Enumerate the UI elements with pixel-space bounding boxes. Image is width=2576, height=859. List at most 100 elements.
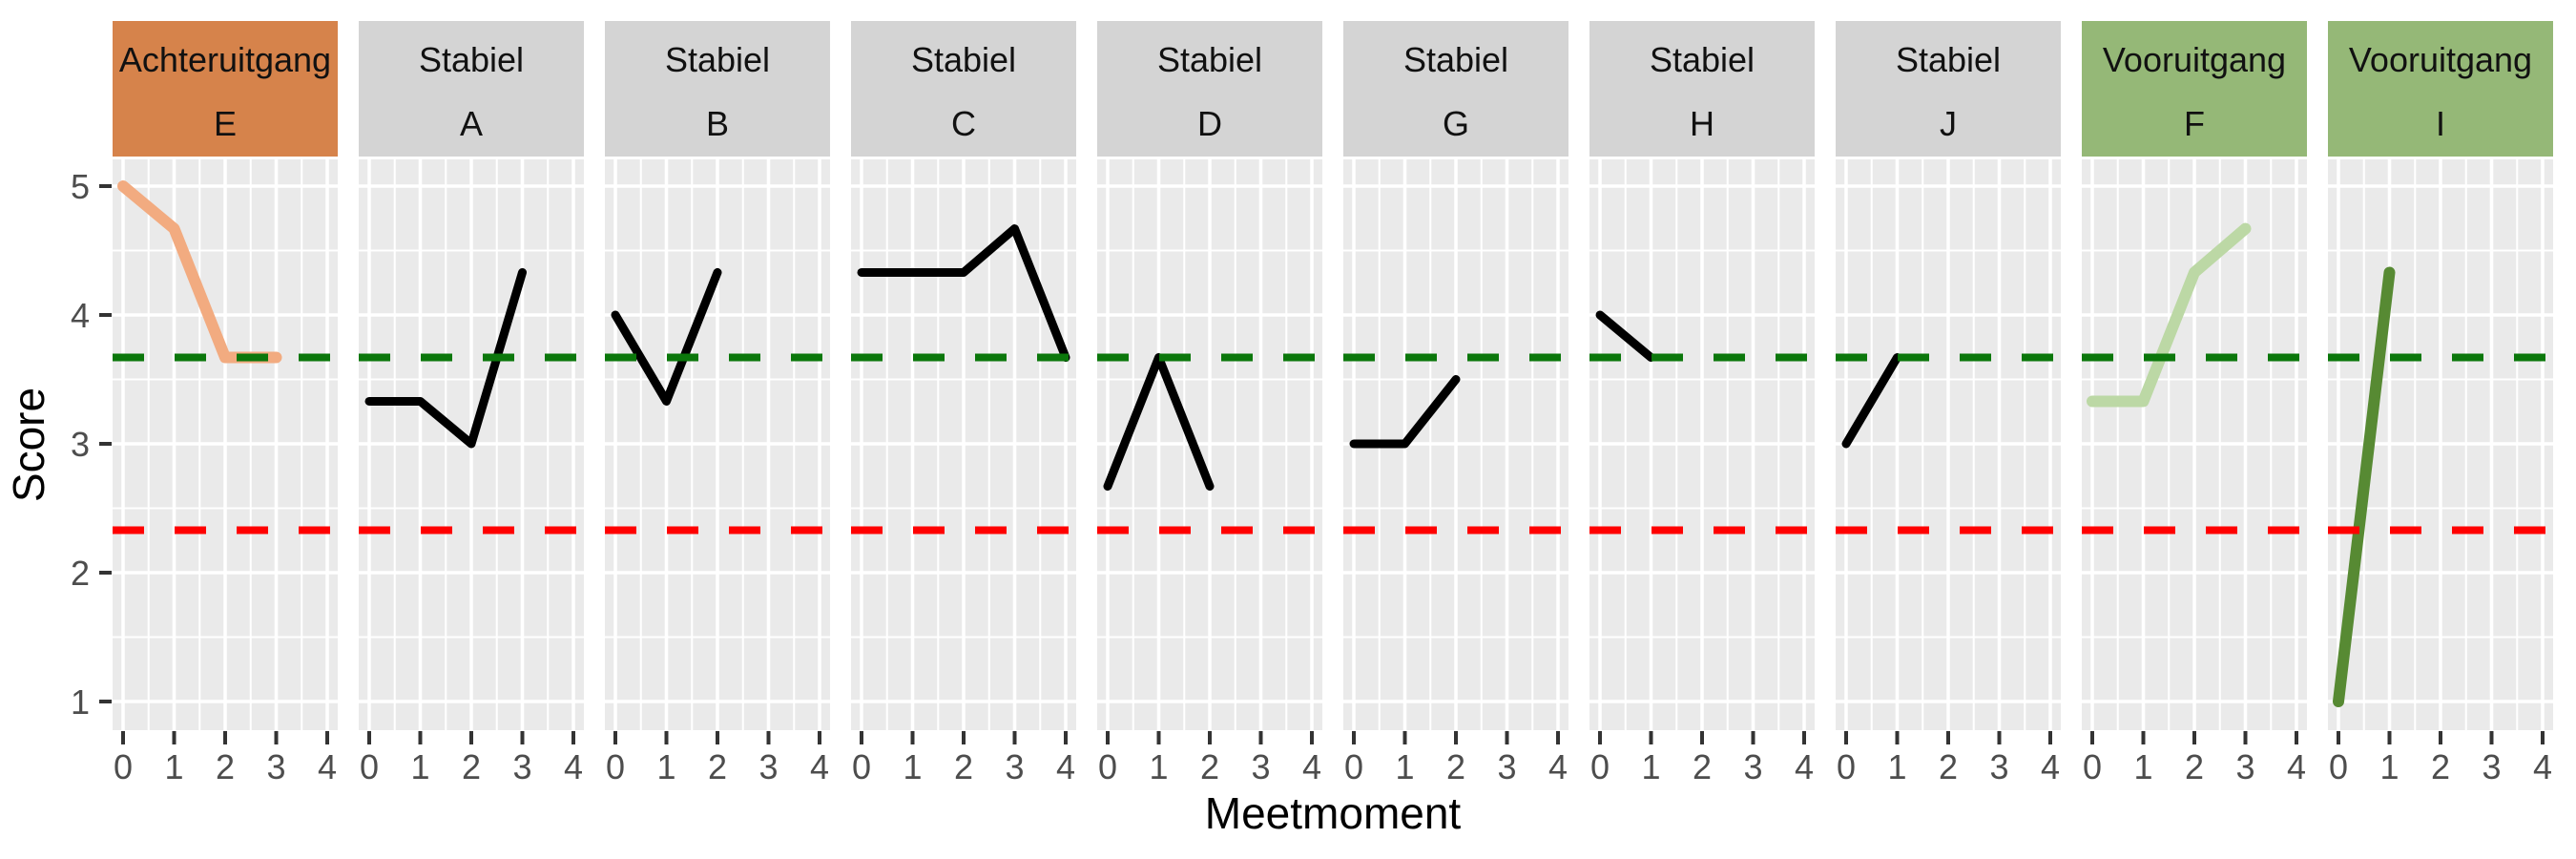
gridlines <box>2082 159 2307 730</box>
x-tick-label: 4 <box>1056 747 1075 786</box>
facet-strip-group-label: Stabiel <box>419 40 524 79</box>
x-tick-label: 4 <box>318 747 337 786</box>
facet-line-C <box>857 224 1070 363</box>
x-tick-label: 0 <box>1098 747 1117 786</box>
facet-strip-group-label: Stabiel <box>1157 40 1262 79</box>
facet-strip-group-label: Stabiel <box>1403 40 1508 79</box>
x-tick-label: 4 <box>2533 747 2552 786</box>
x-tick-label: 3 <box>1251 747 1270 786</box>
y-tick-label: 5 <box>71 167 90 206</box>
facet-strip-id-label: A <box>460 104 483 143</box>
x-tick-label: 0 <box>1344 747 1363 786</box>
x-tick-label: 0 <box>606 747 625 786</box>
facet-panel-G: Stabiel G 0 1 2 3 4 <box>1343 21 1568 786</box>
x-axis-title: Meetmoment <box>1205 788 1462 838</box>
facet-strip-G <box>1343 21 1568 157</box>
facet-strip-id-label: I <box>2436 104 2445 143</box>
x-tick-label: 4 <box>810 747 829 786</box>
facet-panel-E: Achteruitgang E 0 1 2 3 4 <box>113 21 338 786</box>
facet-strip-id-label: C <box>951 104 976 143</box>
x-tick-label: 2 <box>462 747 481 786</box>
x-tick-label: 2 <box>2431 747 2450 786</box>
facet-strip-group-label: Vooruitgang <box>2349 40 2532 79</box>
x-tick-label: 1 <box>1887 747 1906 786</box>
x-tick-label: 2 <box>708 747 727 786</box>
x-tick-label: 4 <box>1795 747 1814 786</box>
facet-panel-F: Vooruitgang F 0 1 2 3 4 <box>2082 21 2307 786</box>
facet-strip-group-label: Vooruitgang <box>2103 40 2286 79</box>
facet-panel-C: Stabiel C 0 1 2 3 4 <box>851 21 1076 786</box>
x-tick-label: 3 <box>266 747 285 786</box>
facet-strip-group-label: Stabiel <box>665 40 770 79</box>
x-tick-label: 3 <box>1743 747 1762 786</box>
facet-strip-group-label: Achteruitgang <box>119 40 331 79</box>
facet-strip-group-label: Stabiel <box>1650 40 1755 79</box>
y-tick-label: 1 <box>71 682 90 722</box>
facet-strip-id-label: G <box>1443 104 1469 143</box>
x-tick-label: 0 <box>852 747 871 786</box>
facet-strip-H <box>1589 21 1815 157</box>
facet-strip-E <box>113 21 338 157</box>
x-tick-label: 2 <box>1693 747 1712 786</box>
x-tick-label: 1 <box>2133 747 2152 786</box>
facet-line-J <box>1841 353 1901 449</box>
gridlines <box>605 159 830 730</box>
x-tick-label: 1 <box>1149 747 1168 786</box>
x-tick-label: 0 <box>114 747 133 786</box>
facet-strip-id-label: D <box>1197 104 1222 143</box>
y-axis-title: Score <box>4 388 53 502</box>
x-tick-label: 1 <box>903 747 922 786</box>
x-tick-label: 2 <box>1446 747 1465 786</box>
y-tick-label: 4 <box>71 296 90 335</box>
x-tick-label: 1 <box>656 747 675 786</box>
facet-strip-id-label: H <box>1690 104 1714 143</box>
x-tick-label: 2 <box>2185 747 2204 786</box>
facet-strip-D <box>1097 21 1322 157</box>
facet-line-D <box>1103 353 1215 492</box>
y-tick-label: 2 <box>71 554 90 593</box>
facet-panel-D: Stabiel D 0 1 2 3 4 <box>1097 21 1322 786</box>
gridlines <box>113 159 338 730</box>
x-tick-label: 0 <box>360 747 379 786</box>
facet-line-F <box>2087 222 2252 408</box>
gridlines <box>851 159 1076 730</box>
facet-panel-A: Stabiel A 0 1 2 3 4 <box>359 21 584 786</box>
facet-strip-B <box>605 21 830 157</box>
facet-line-H <box>1595 310 1655 363</box>
x-tick-label: 1 <box>1395 747 1414 786</box>
x-tick-label: 0 <box>1590 747 1610 786</box>
gridlines <box>1097 159 1322 730</box>
facet-strip-group-label: Stabiel <box>1896 40 2001 79</box>
gridlines <box>2328 159 2553 730</box>
axes-layer: 1 2 3 4 5 <box>71 167 112 722</box>
x-tick-label: 3 <box>1989 747 2008 786</box>
facet-strip-id-label: F <box>2184 104 2205 143</box>
x-tick-label: 3 <box>1005 747 1024 786</box>
facet-panel-J: Stabiel J 0 1 2 3 4 <box>1836 21 2061 786</box>
x-tick-label: 4 <box>2041 747 2060 786</box>
facet-strip-F <box>2082 21 2307 157</box>
facet-panel-H: Stabiel H 0 1 2 3 4 <box>1589 21 1815 786</box>
x-tick-label: 4 <box>1548 747 1568 786</box>
x-tick-label: 2 <box>216 747 235 786</box>
x-tick-label: 1 <box>1641 747 1660 786</box>
facet-strip-A <box>359 21 584 157</box>
x-tick-label: 1 <box>410 747 429 786</box>
x-tick-label: 4 <box>1302 747 1321 786</box>
x-tick-label: 4 <box>2287 747 2306 786</box>
facet-line-G <box>1349 375 1461 449</box>
facet-line-B <box>611 267 722 406</box>
x-tick-label: 0 <box>1837 747 1856 786</box>
facet-line-I <box>2333 266 2396 707</box>
x-tick-label: 3 <box>2482 747 2501 786</box>
x-tick-label: 3 <box>1497 747 1516 786</box>
x-tick-label: 4 <box>564 747 583 786</box>
gridlines <box>1589 159 1815 730</box>
facet-strip-I <box>2328 21 2553 157</box>
facet-panel-I: Vooruitgang I 0 1 2 3 4 <box>2328 21 2553 786</box>
facet-strip-J <box>1836 21 2061 157</box>
facet-strip-id-label: B <box>706 104 729 143</box>
